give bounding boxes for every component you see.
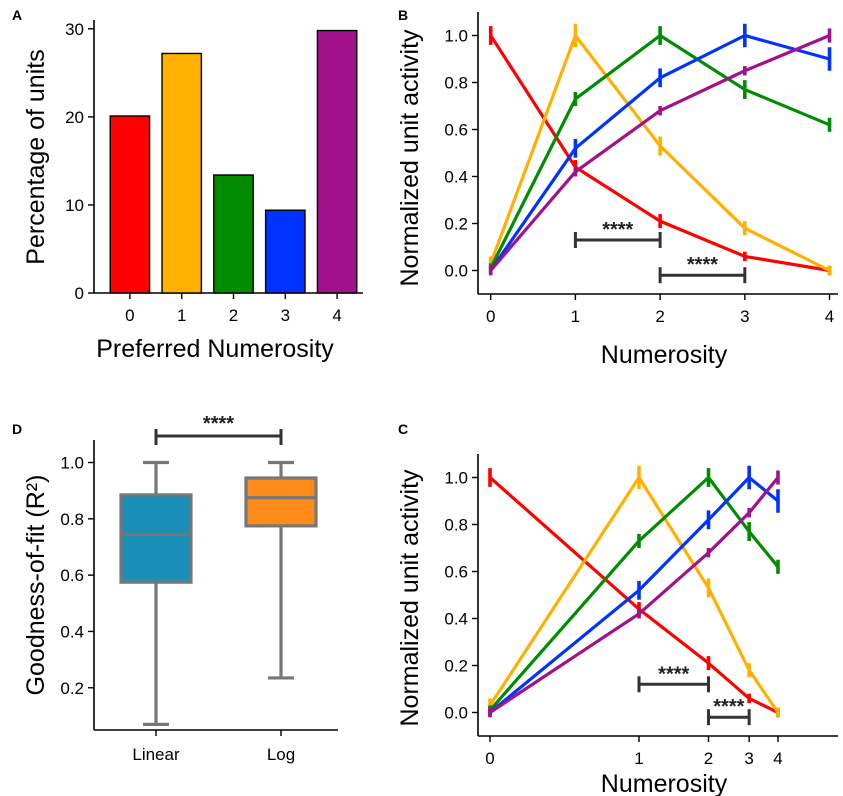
panel-c-plot: 0.0 0.2 0.4 0.6 0.8 1.0 0 1 2 3 4 **** ****	[444, 465, 783, 768]
x-tick-label-2: 2	[704, 749, 713, 768]
x-tick-label-3: 3	[281, 306, 290, 325]
x-tick-label-4: 4	[332, 306, 341, 325]
sig-label-1: ****	[713, 696, 744, 718]
panel-a-y-label: Percentage of units	[22, 49, 50, 264]
box-Log	[244, 476, 318, 528]
y-tick-label-10: 10	[65, 196, 84, 215]
x-tick-label-2: 2	[655, 307, 664, 326]
panel-a: A 0 10 20 30 0 1 2 3 4 Percentage of units Pref…	[12, 7, 363, 363]
y-tick-label-0.2: 0.2	[60, 679, 84, 698]
y-tick-label-1: 1.0	[444, 27, 468, 46]
panel-a-x-label: Preferred Numerosity	[96, 335, 334, 363]
bar-3	[264, 209, 306, 294]
bar-2	[213, 174, 254, 294]
y-tick-label-0.4: 0.4	[444, 168, 468, 187]
x-tick-label-0: 0	[125, 306, 134, 325]
panel-d-letter: D	[12, 421, 22, 437]
y-tick-label-0.8: 0.8	[444, 516, 468, 535]
panel-c-y-label: Normalized unit activity	[396, 469, 424, 727]
panel-a-x-ticks: 0 1 2 3 4	[125, 293, 342, 325]
panel-b-y-label: Normalized unit activity	[396, 29, 424, 287]
x-tick-label-Log: Log	[267, 745, 295, 764]
panel-b-x-label: Numerosity	[601, 341, 728, 369]
y-tick-label-30: 30	[65, 20, 84, 39]
y-tick-label-0.4: 0.4	[60, 622, 84, 641]
panel-c-letter: C	[398, 421, 408, 437]
y-tick-label-0.4: 0.4	[444, 610, 468, 629]
x-tick-label-1: 1	[634, 749, 643, 768]
panel-b: B 0.0 0.2 0.4 0.6 0.8 1.0 0 1 2 3 4 **** **** Normal…	[396, 7, 838, 369]
y-tick-label-0: 0.0	[444, 704, 468, 723]
box-Linear	[119, 493, 193, 584]
x-tick-label-3: 3	[744, 749, 753, 768]
y-tick-label-0: 0.0	[444, 262, 468, 281]
x-tick-label-1: 1	[571, 307, 580, 326]
y-tick-label-1: 1.0	[60, 454, 84, 473]
bar-4	[316, 29, 358, 294]
panel-c: C 0.0 0.2 0.4 0.6 0.8 1.0 0 1 2 3 4 **** **** Normal…	[396, 421, 838, 796]
y-tick-label-20: 20	[65, 108, 84, 127]
sig-label-1: ****	[687, 254, 718, 276]
x-tick-label-0: 0	[485, 749, 494, 768]
bar-0	[109, 115, 151, 294]
panel-a-letter: A	[12, 7, 22, 23]
y-tick-label-0.8: 0.8	[60, 510, 84, 529]
panel-b-plot: 0.0 0.2 0.4 0.6 0.8 1.0 0 1 2 3 4 **** ****	[444, 23, 834, 326]
sig-label-0: ****	[658, 663, 689, 685]
y-tick-label-0.2: 0.2	[444, 215, 468, 234]
x-tick-label-2: 2	[229, 306, 238, 325]
panel-d: D 0.2 0.4 0.6 0.8 1.0 Linear Log **** Goodness-…	[12, 413, 338, 764]
panel-c-x-label: Numerosity	[601, 770, 728, 796]
panel-d-plot: 0.2 0.4 0.6 0.8 1.0 Linear Log ****	[60, 413, 318, 764]
x-tick-label-1: 1	[177, 306, 186, 325]
sig-label: ****	[203, 413, 234, 435]
y-tick-label-0.6: 0.6	[60, 566, 84, 585]
y-tick-label-0.6: 0.6	[444, 563, 468, 582]
sig-label-0: ****	[602, 219, 633, 241]
x-tick-label-0: 0	[486, 307, 495, 326]
panel-d-y-label: Goodness-of-fit (R²)	[22, 475, 50, 696]
y-tick-label-1: 1.0	[444, 469, 468, 488]
y-tick-label-0: 0	[75, 284, 84, 303]
panel-a-bars	[109, 29, 358, 294]
y-tick-label-0.2: 0.2	[444, 657, 468, 676]
x-tick-label-4: 4	[773, 749, 782, 768]
bar-1	[161, 52, 203, 294]
panel-b-letter: B	[398, 7, 408, 23]
x-tick-label-Linear: Linear	[132, 745, 180, 764]
x-tick-label-3: 3	[740, 307, 749, 326]
y-tick-label-0.8: 0.8	[444, 74, 468, 93]
y-tick-label-0.6: 0.6	[444, 121, 468, 140]
x-tick-label-4: 4	[825, 307, 834, 326]
panel-a-y-ticks: 0 10 20 30	[65, 20, 94, 303]
